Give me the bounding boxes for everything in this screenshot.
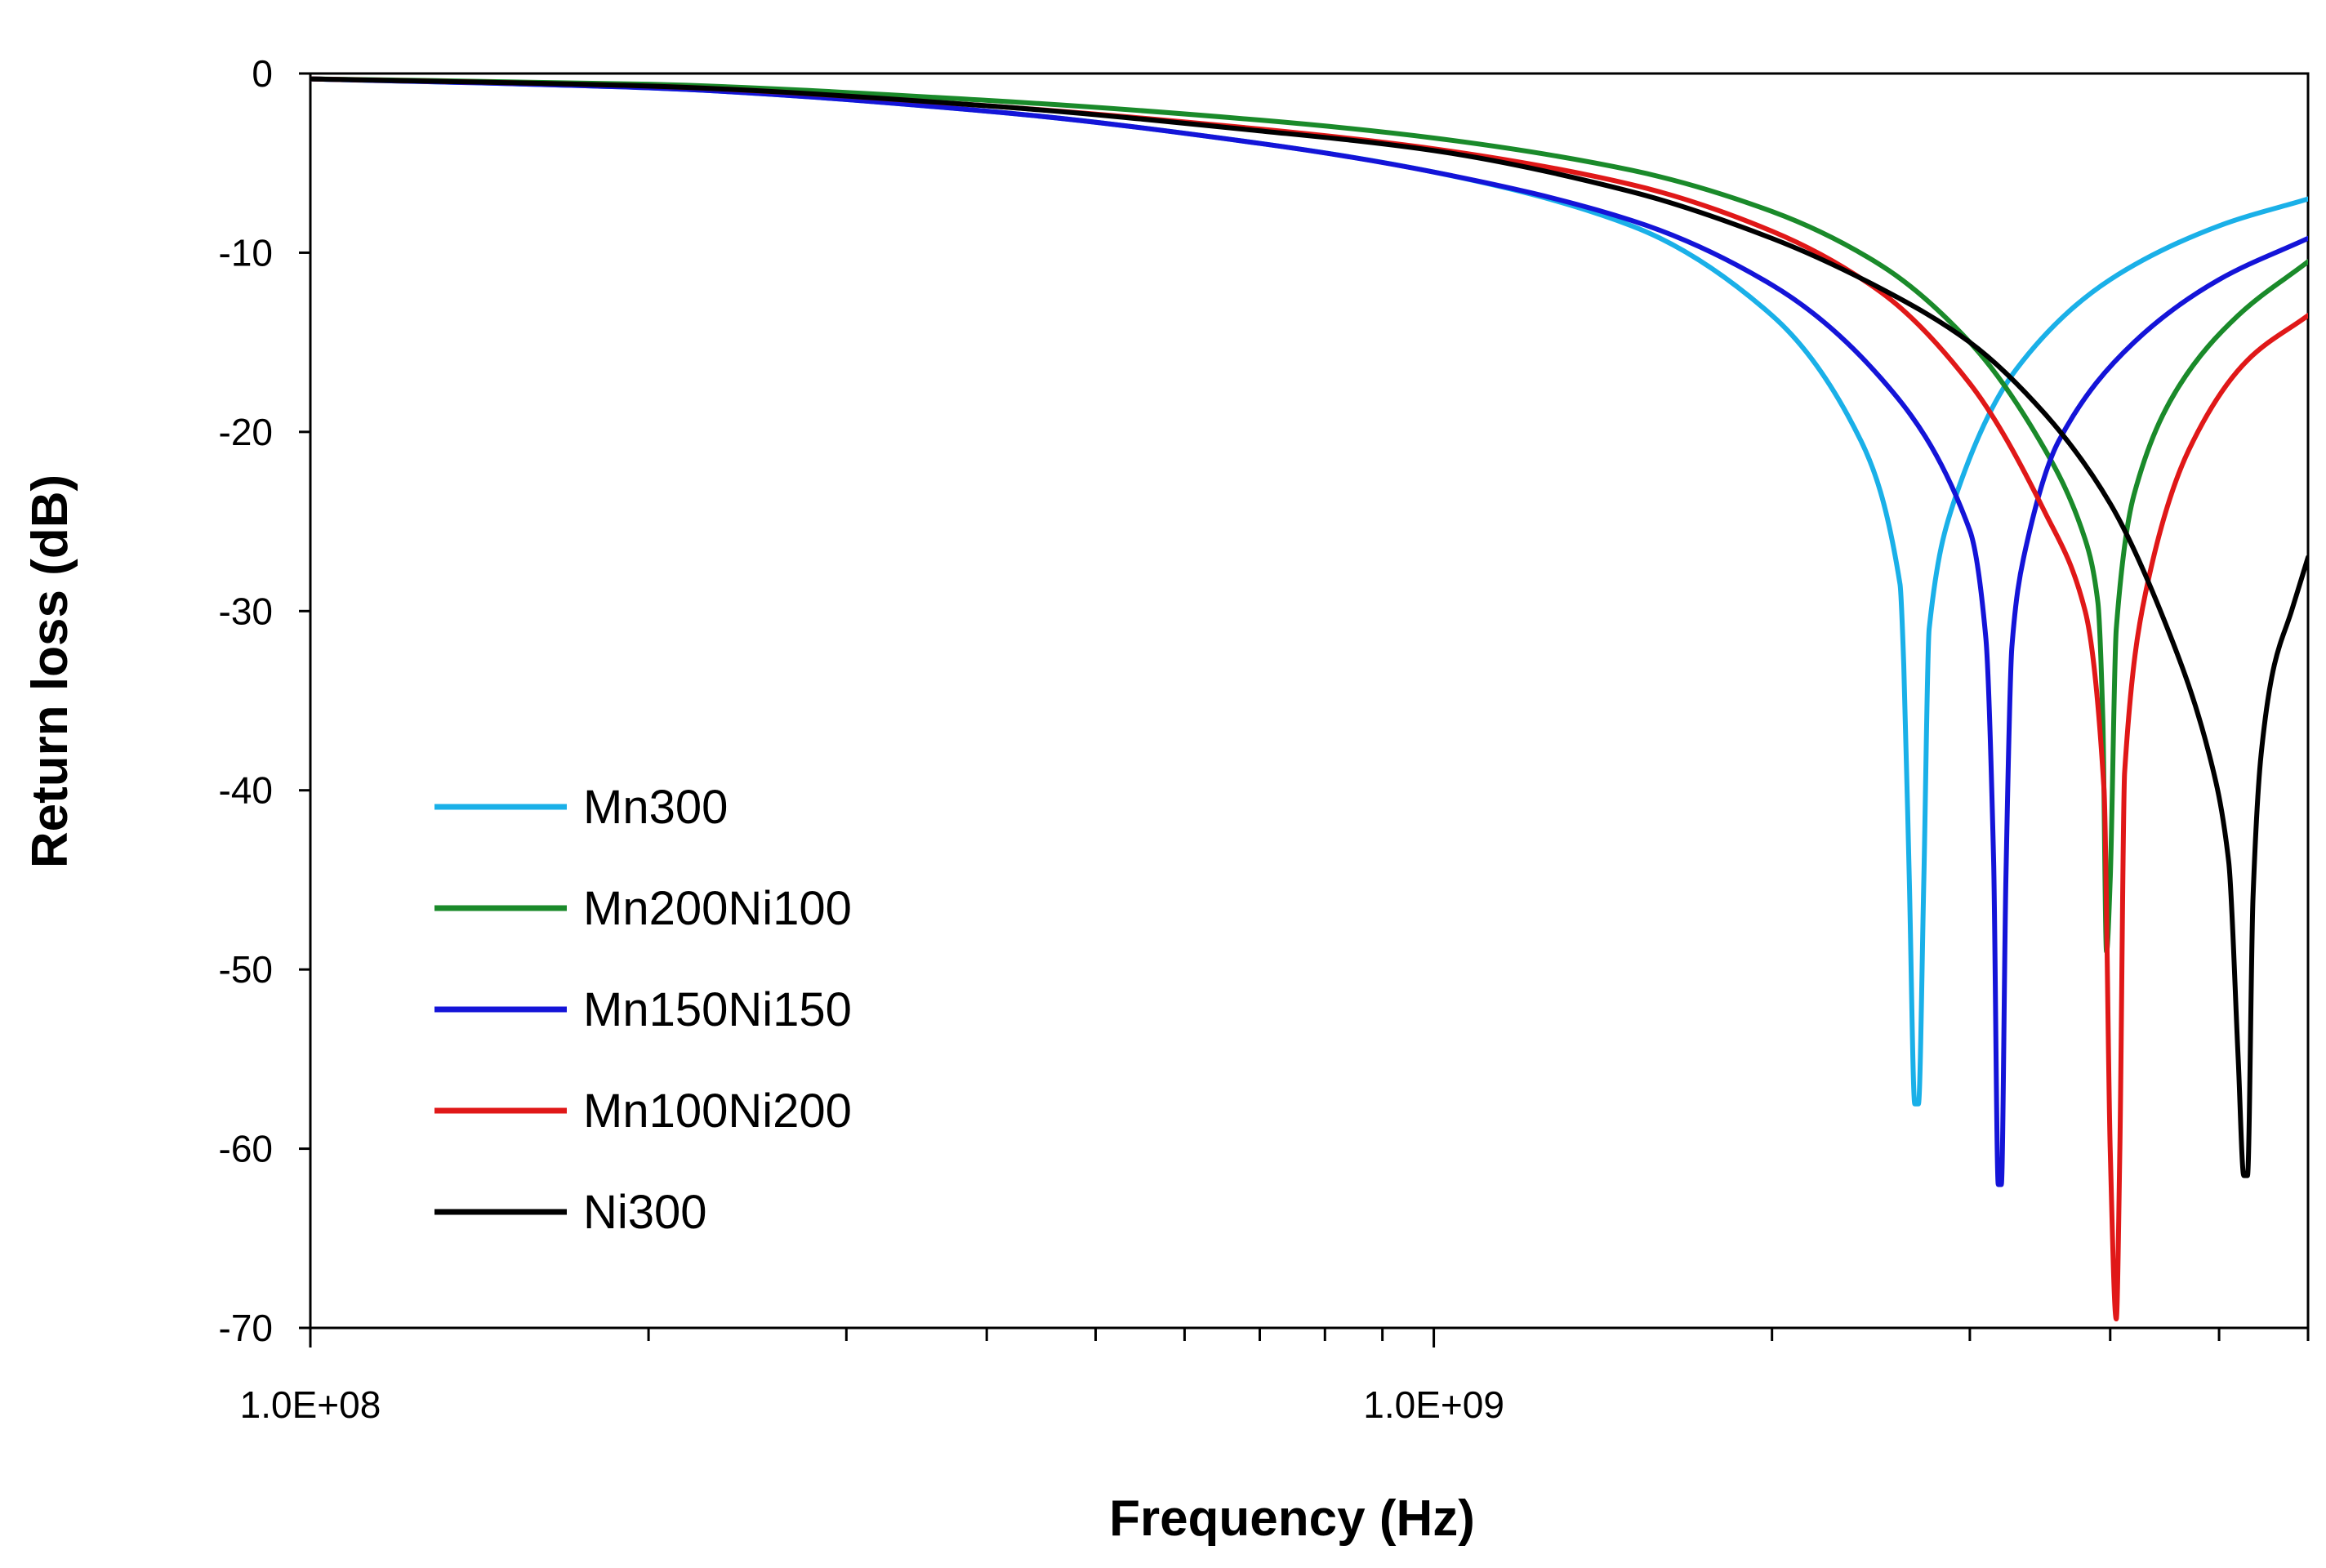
- y-tick-label: -20: [219, 411, 273, 453]
- series-lines: [310, 76, 2308, 1322]
- legend-label-mn150ni150: Mn150Ni150: [583, 983, 852, 1036]
- y-tick-label: -50: [219, 948, 273, 991]
- plot-frame: [309, 72, 2310, 1330]
- y-axis-title: Return loss (dB): [22, 474, 78, 868]
- y-tick-label: -30: [219, 590, 273, 632]
- y-tick-label: -60: [219, 1128, 273, 1170]
- legend: Mn300 Mn200Ni100 Mn150Ni150 Mn100Ni200 Ni300: [434, 781, 852, 1239]
- legend-label-mn300: Mn300: [583, 781, 728, 834]
- y-tick-label: -10: [219, 231, 273, 274]
- plot-area: [309, 72, 2310, 1330]
- tick-labels: 0 -10 -20 -30 -40 -50 -60 -70 1.0E+08 1.0E+09: [219, 52, 1504, 1426]
- y-tick-label: -70: [219, 1307, 273, 1349]
- y-tick-label: 0: [252, 52, 273, 95]
- legend-label-mn100ni200: Mn100Ni200: [583, 1085, 852, 1138]
- x-tick-label: 1.0E+08: [240, 1383, 381, 1426]
- x-tick-label: 1.0E+09: [1363, 1383, 1504, 1426]
- series-line-mn150ni150: [310, 76, 2308, 1187]
- x-axis-title: Frequency (Hz): [1109, 1490, 1475, 1547]
- axes: [299, 72, 2310, 1348]
- legend-label-ni300: Ni300: [583, 1186, 707, 1239]
- legend-label-mn200ni100: Mn200Ni100: [583, 882, 852, 935]
- y-tick-label: -40: [219, 769, 273, 812]
- series-line-mn200ni100: [310, 76, 2308, 955]
- series-line-ni300: [310, 76, 2308, 1178]
